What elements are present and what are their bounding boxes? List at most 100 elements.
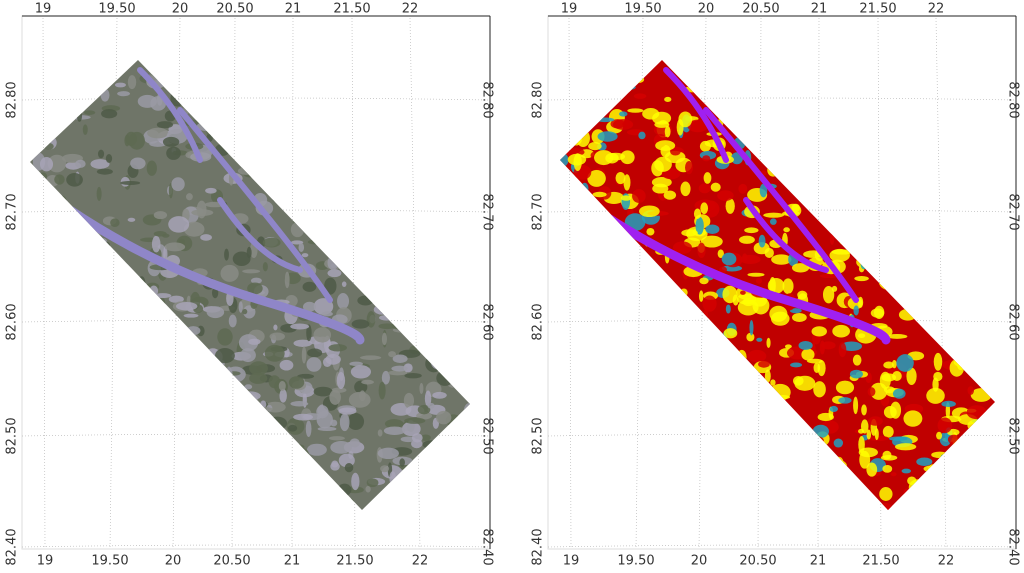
- land-cover-patch: [933, 352, 943, 371]
- land-cover-patch: [560, 327, 578, 345]
- land-cover-patch: [402, 120, 420, 129]
- land-cover-patch: [279, 132, 300, 147]
- land-cover-patch: [39, 254, 56, 267]
- land-cover-patch: [391, 231, 400, 238]
- land-cover-patch: [597, 299, 617, 313]
- land-cover-patch: [395, 225, 412, 242]
- land-cover-patch: [614, 239, 631, 244]
- land-cover-patch: [600, 410, 612, 418]
- land-cover-patch: [710, 182, 721, 192]
- land-cover-patch: [646, 227, 655, 236]
- land-cover-patch: [422, 167, 438, 173]
- land-cover-patch: [226, 371, 241, 376]
- longitude-label: 22: [402, 2, 419, 17]
- land-cover-patch: [391, 322, 407, 330]
- longitude-label: 20: [691, 554, 708, 569]
- land-cover-patch: [560, 110, 570, 117]
- land-cover-patch: [979, 170, 991, 188]
- land-cover-patch: [953, 284, 959, 291]
- land-cover-patch: [592, 215, 600, 223]
- land-cover-patch: [146, 469, 158, 475]
- land-cover-patch: [263, 444, 283, 463]
- land-cover-patch: [573, 327, 581, 345]
- land-cover-patch: [349, 361, 363, 367]
- land-cover-patch: [423, 269, 436, 277]
- land-cover-patch: [783, 84, 793, 99]
- land-cover-patch: [95, 456, 101, 469]
- land-cover-patch: [407, 198, 422, 216]
- land-cover-patch: [120, 180, 141, 185]
- land-cover-patch: [420, 434, 431, 441]
- land-cover-patch: [451, 475, 470, 486]
- land-cover-patch: [848, 121, 863, 134]
- land-cover-patch: [135, 352, 149, 360]
- land-cover-patch: [638, 131, 646, 140]
- land-cover-patch: [337, 483, 352, 496]
- parallel: [21, 97, 491, 101]
- land-cover-patch: [607, 413, 626, 422]
- land-cover-patch: [693, 208, 702, 219]
- land-cover-patch: [560, 488, 576, 500]
- land-cover-patch: [787, 71, 795, 78]
- river: [663, 67, 729, 163]
- land-cover-patch: [902, 83, 908, 89]
- land-cover-patch: [268, 375, 281, 389]
- land-cover-patch: [582, 335, 595, 353]
- meridian: [409, 17, 421, 550]
- land-cover-patch: [76, 109, 83, 122]
- land-cover-patch: [977, 190, 989, 200]
- land-cover-patch: [88, 504, 106, 510]
- land-cover-patch: [781, 112, 800, 123]
- land-cover-patch: [281, 485, 291, 491]
- land-cover-patch: [384, 245, 390, 261]
- longitude-label: 20: [172, 2, 189, 17]
- land-cover-patch: [967, 386, 975, 395]
- land-cover-patch: [458, 110, 470, 123]
- land-cover-patch: [90, 460, 109, 469]
- parallel: [547, 97, 1017, 101]
- longitude-label: 20.50: [213, 554, 250, 569]
- land-cover-patch: [672, 241, 693, 254]
- land-cover-patch: [422, 170, 441, 179]
- land-cover-patch: [396, 271, 411, 282]
- land-cover-patch: [381, 370, 390, 385]
- land-cover-patch: [130, 499, 151, 510]
- land-cover-patch: [341, 281, 347, 287]
- land-cover-patch: [93, 500, 107, 506]
- land-cover-patch: [463, 359, 470, 377]
- land-cover-patch: [246, 246, 252, 259]
- land-cover-patch: [423, 60, 444, 67]
- parallel: [21, 544, 491, 548]
- land-cover-patch: [241, 61, 260, 67]
- land-cover-patch: [215, 348, 235, 364]
- latitude-label: 82.80: [480, 81, 495, 118]
- land-cover-patch: [987, 100, 995, 111]
- land-cover-patch: [78, 92, 94, 105]
- land-cover-patch: [391, 365, 408, 372]
- land-cover-patch: [849, 369, 863, 379]
- land-cover-patch: [980, 338, 986, 347]
- land-cover-patch: [359, 390, 366, 402]
- land-cover-patch: [638, 262, 661, 278]
- land-cover-patch: [53, 86, 65, 102]
- land-cover-patch: [896, 65, 908, 74]
- land-cover-patch: [919, 253, 937, 260]
- land-cover-patch: [802, 88, 824, 97]
- land-cover-patch: [753, 416, 760, 435]
- land-cover-patch: [973, 182, 980, 194]
- land-cover-patch: [287, 149, 299, 164]
- land-cover-patch: [162, 136, 180, 147]
- land-cover-patch: [799, 423, 806, 441]
- land-cover-patch: [130, 332, 145, 344]
- land-cover-patch: [422, 440, 440, 449]
- land-cover-patch: [951, 280, 974, 288]
- land-cover-patch: [666, 349, 672, 359]
- land-cover-patch: [404, 324, 420, 332]
- land-cover-patch: [231, 95, 247, 103]
- land-cover-patch: [387, 370, 408, 376]
- land-cover-patch: [672, 498, 682, 510]
- land-cover-patch: [974, 131, 979, 146]
- land-cover-patch: [664, 125, 671, 138]
- land-cover-patch: [280, 88, 292, 97]
